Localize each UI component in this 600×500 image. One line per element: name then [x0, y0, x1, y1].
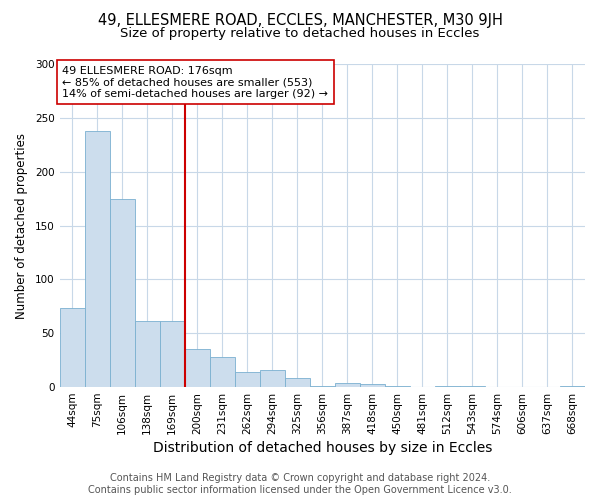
Bar — [185, 350, 209, 387]
Text: 49 ELLESMERE ROAD: 176sqm
← 85% of detached houses are smaller (553)
14% of semi: 49 ELLESMERE ROAD: 176sqm ← 85% of detac… — [62, 66, 328, 99]
Bar — [310, 386, 335, 387]
Text: 49, ELLESMERE ROAD, ECCLES, MANCHESTER, M30 9JH: 49, ELLESMERE ROAD, ECCLES, MANCHESTER, … — [98, 12, 502, 28]
Bar — [560, 386, 585, 387]
Text: Size of property relative to detached houses in Eccles: Size of property relative to detached ho… — [121, 28, 479, 40]
Bar — [360, 384, 385, 387]
Bar — [260, 370, 285, 387]
Bar — [160, 322, 185, 387]
Bar — [460, 386, 485, 387]
Bar — [110, 198, 134, 387]
Bar — [134, 322, 160, 387]
Bar — [209, 357, 235, 387]
Bar — [285, 378, 310, 387]
Text: Contains HM Land Registry data © Crown copyright and database right 2024.
Contai: Contains HM Land Registry data © Crown c… — [88, 474, 512, 495]
Bar — [435, 386, 460, 387]
Bar — [385, 386, 410, 387]
X-axis label: Distribution of detached houses by size in Eccles: Distribution of detached houses by size … — [152, 441, 492, 455]
Bar — [59, 308, 85, 387]
Bar — [85, 131, 110, 387]
Y-axis label: Number of detached properties: Number of detached properties — [15, 132, 28, 318]
Bar — [335, 383, 360, 387]
Bar — [235, 372, 260, 387]
